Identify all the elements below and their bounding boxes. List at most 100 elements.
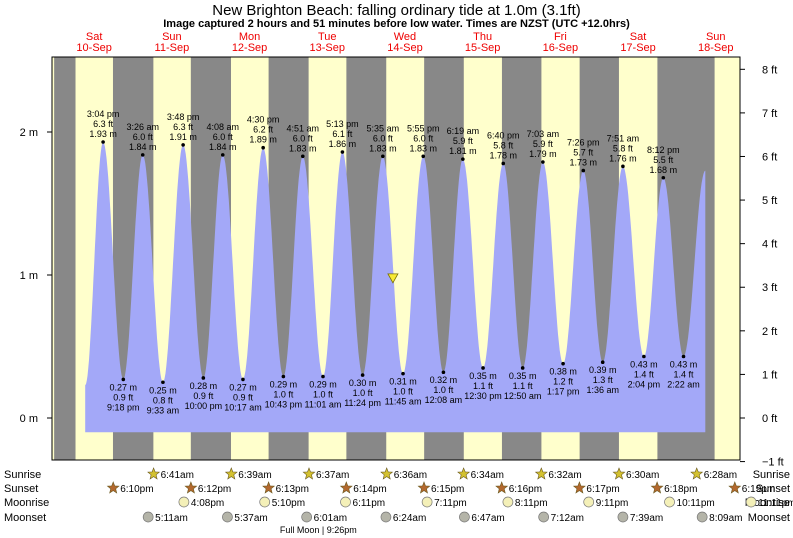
sunset-event: 6:13pm	[262, 481, 309, 495]
tide-time-label: 12:08 am	[425, 395, 463, 405]
sunrise-icon	[457, 467, 471, 480]
tide-time-label: 8:12 pm	[647, 145, 680, 155]
high-tide-point: 3:48 pm6.3 ft1.91 m	[167, 112, 200, 147]
day-date-label: 10-Sep	[76, 42, 111, 54]
tide-m-label: 0.43 m	[670, 360, 698, 370]
tide-time-label: 11:01 am	[305, 400, 342, 410]
tide-dot	[300, 154, 305, 159]
moonset-time: 6:47am	[471, 513, 504, 524]
tide-time-label: 1:36 am	[586, 385, 619, 395]
moonset-icon	[459, 511, 470, 523]
tide-ft-label: 5.8 ft	[613, 143, 634, 153]
day-date-label: 14-Sep	[387, 42, 422, 54]
sunrise-event: 6:34am	[457, 467, 504, 481]
moonrise-time: 8:11pm	[515, 498, 548, 509]
tide-time-label: 2:22 am	[667, 380, 700, 390]
tide-ft-label: 1.0 ft	[393, 387, 414, 397]
left-axis-label: 0 m	[20, 413, 38, 425]
tide-dot	[340, 150, 345, 154]
tide-dot	[541, 160, 545, 164]
tide-ft-label: 1.0 ft	[313, 390, 334, 400]
sunrise-icon	[612, 467, 626, 480]
tide-m-label: 1.91 m	[169, 132, 197, 142]
tide-m-label: 0.43 m	[630, 360, 658, 370]
moonrise-icon	[340, 496, 351, 508]
right-axis-label: 4 ft	[762, 239, 777, 251]
tide-time-label: 2:04 pm	[628, 380, 661, 390]
sunrise-icon	[380, 467, 394, 480]
tide-time-label: 11:45 am	[385, 397, 422, 407]
tide-dot	[381, 154, 385, 159]
moonset-icon	[222, 511, 233, 523]
moonset-event: 6:47am	[459, 511, 505, 524]
low-tide-point: 0.43 m1.4 ft2:04 pm	[628, 354, 661, 390]
plot-content: 3:04 pm6.3 ft1.93 m0.27 m0.9 ft9:18 pm3:…	[52, 57, 740, 460]
moonrise-label-left: Moonrise	[4, 497, 49, 509]
sunrise-time: 6:36am	[394, 470, 427, 481]
sunrise-time: 6:32am	[548, 470, 581, 481]
tide-m-label: 0.32 m	[430, 375, 458, 385]
sunrise-event: 6:28am	[690, 467, 737, 481]
moonrise-icon	[502, 496, 514, 508]
tide-time-label: 10:00 pm	[185, 401, 223, 411]
tide-time-label: 4:08 am	[206, 122, 239, 132]
current-tide-marker	[387, 273, 399, 284]
moonrise-icon	[259, 496, 271, 508]
sunrise-time: 6:41am	[161, 470, 194, 481]
tide-dot	[360, 373, 365, 377]
sunrise-icon	[147, 467, 161, 480]
sunset-label-right: Sunset	[756, 483, 790, 495]
tide-ft-label: 6.0 ft	[293, 133, 314, 143]
moonrise-event: 7:11pm	[421, 496, 467, 509]
tide-time-label: 6:40 pm	[487, 130, 520, 140]
tide-m-label: 1.89 m	[249, 135, 277, 145]
high-tide-point: 6:19 am5.9 ft1.81 m	[447, 126, 479, 161]
high-tide-point: 5:55 pm6.0 ft1.83 m	[407, 123, 439, 159]
tide-time-label: 3:48 pm	[167, 112, 200, 122]
tide-dot	[600, 360, 605, 365]
sunrise-icon	[534, 467, 548, 480]
sunset-time: 6:14pm	[353, 484, 386, 495]
moonrise-event: 8:11pm	[502, 496, 548, 509]
tide-time-label: 4:51 am	[287, 123, 320, 133]
tide-time-label: 3:04 pm	[87, 109, 120, 119]
day-name-label: Sun	[162, 31, 182, 43]
tide-dot	[321, 374, 325, 379]
day-date-label: 15-Sep	[465, 42, 500, 54]
sunrise-icon	[302, 467, 316, 480]
moonset-event: 8:09am	[696, 511, 743, 524]
moonset-time: 8:09am	[709, 513, 742, 524]
tide-m-label: 0.30 m	[349, 378, 377, 388]
tide-ft-label: 6.0 ft	[413, 133, 434, 143]
sunset-label-left: Sunset	[4, 483, 38, 495]
low-tide-point: 0.25 m0.8 ft9:33 am	[147, 380, 180, 415]
axes: 0 m 1 m 2 m −1 ft 0 ft 1 ft 2 ft 3 ft 4 ft 5 ft 6 …	[20, 56, 784, 469]
sunset-event: 6:14pm	[339, 481, 387, 495]
day-date-label: 13-Sep	[310, 42, 345, 54]
tide-ft-label: 6.3 ft	[93, 119, 114, 129]
tide-ft-label: 1.0 ft	[433, 385, 454, 395]
tide-ft-label: 6.0 ft	[133, 132, 154, 142]
moonrise-time: 9:11pm	[596, 498, 629, 509]
moonrise-icon	[745, 496, 757, 508]
day-date-label: 17-Sep	[620, 42, 655, 54]
day-labels: Sat10-SepSun11-SepMon12-SepTue13-SepWed1…	[76, 31, 733, 54]
tide-dot	[581, 168, 586, 173]
left-axis-label: 1 m	[20, 270, 38, 282]
sunset-icon	[650, 481, 664, 494]
high-tide-point: 3:26 am6.0 ft1.84 m	[126, 122, 159, 157]
sunset-event: 6:19pm	[728, 481, 775, 495]
tide-m-label: 0.39 m	[589, 365, 617, 375]
sunrise-event: 6:37am	[302, 467, 349, 481]
moonrise-event: 5:10pm	[259, 496, 305, 509]
tide-m-label: 0.27 m	[229, 382, 257, 392]
high-tide-point: 7:26 pm5.7 ft1.73 m	[567, 138, 600, 173]
tide-time-label: 9:33 am	[147, 405, 180, 415]
tide-time-label: 3:26 am	[126, 122, 159, 132]
tide-time-label: 10:17 am	[224, 402, 262, 412]
high-tide-point: 7:51 am5.8 ft1.76 m	[607, 133, 639, 169]
tide-m-label: 0.27 m	[110, 382, 138, 392]
